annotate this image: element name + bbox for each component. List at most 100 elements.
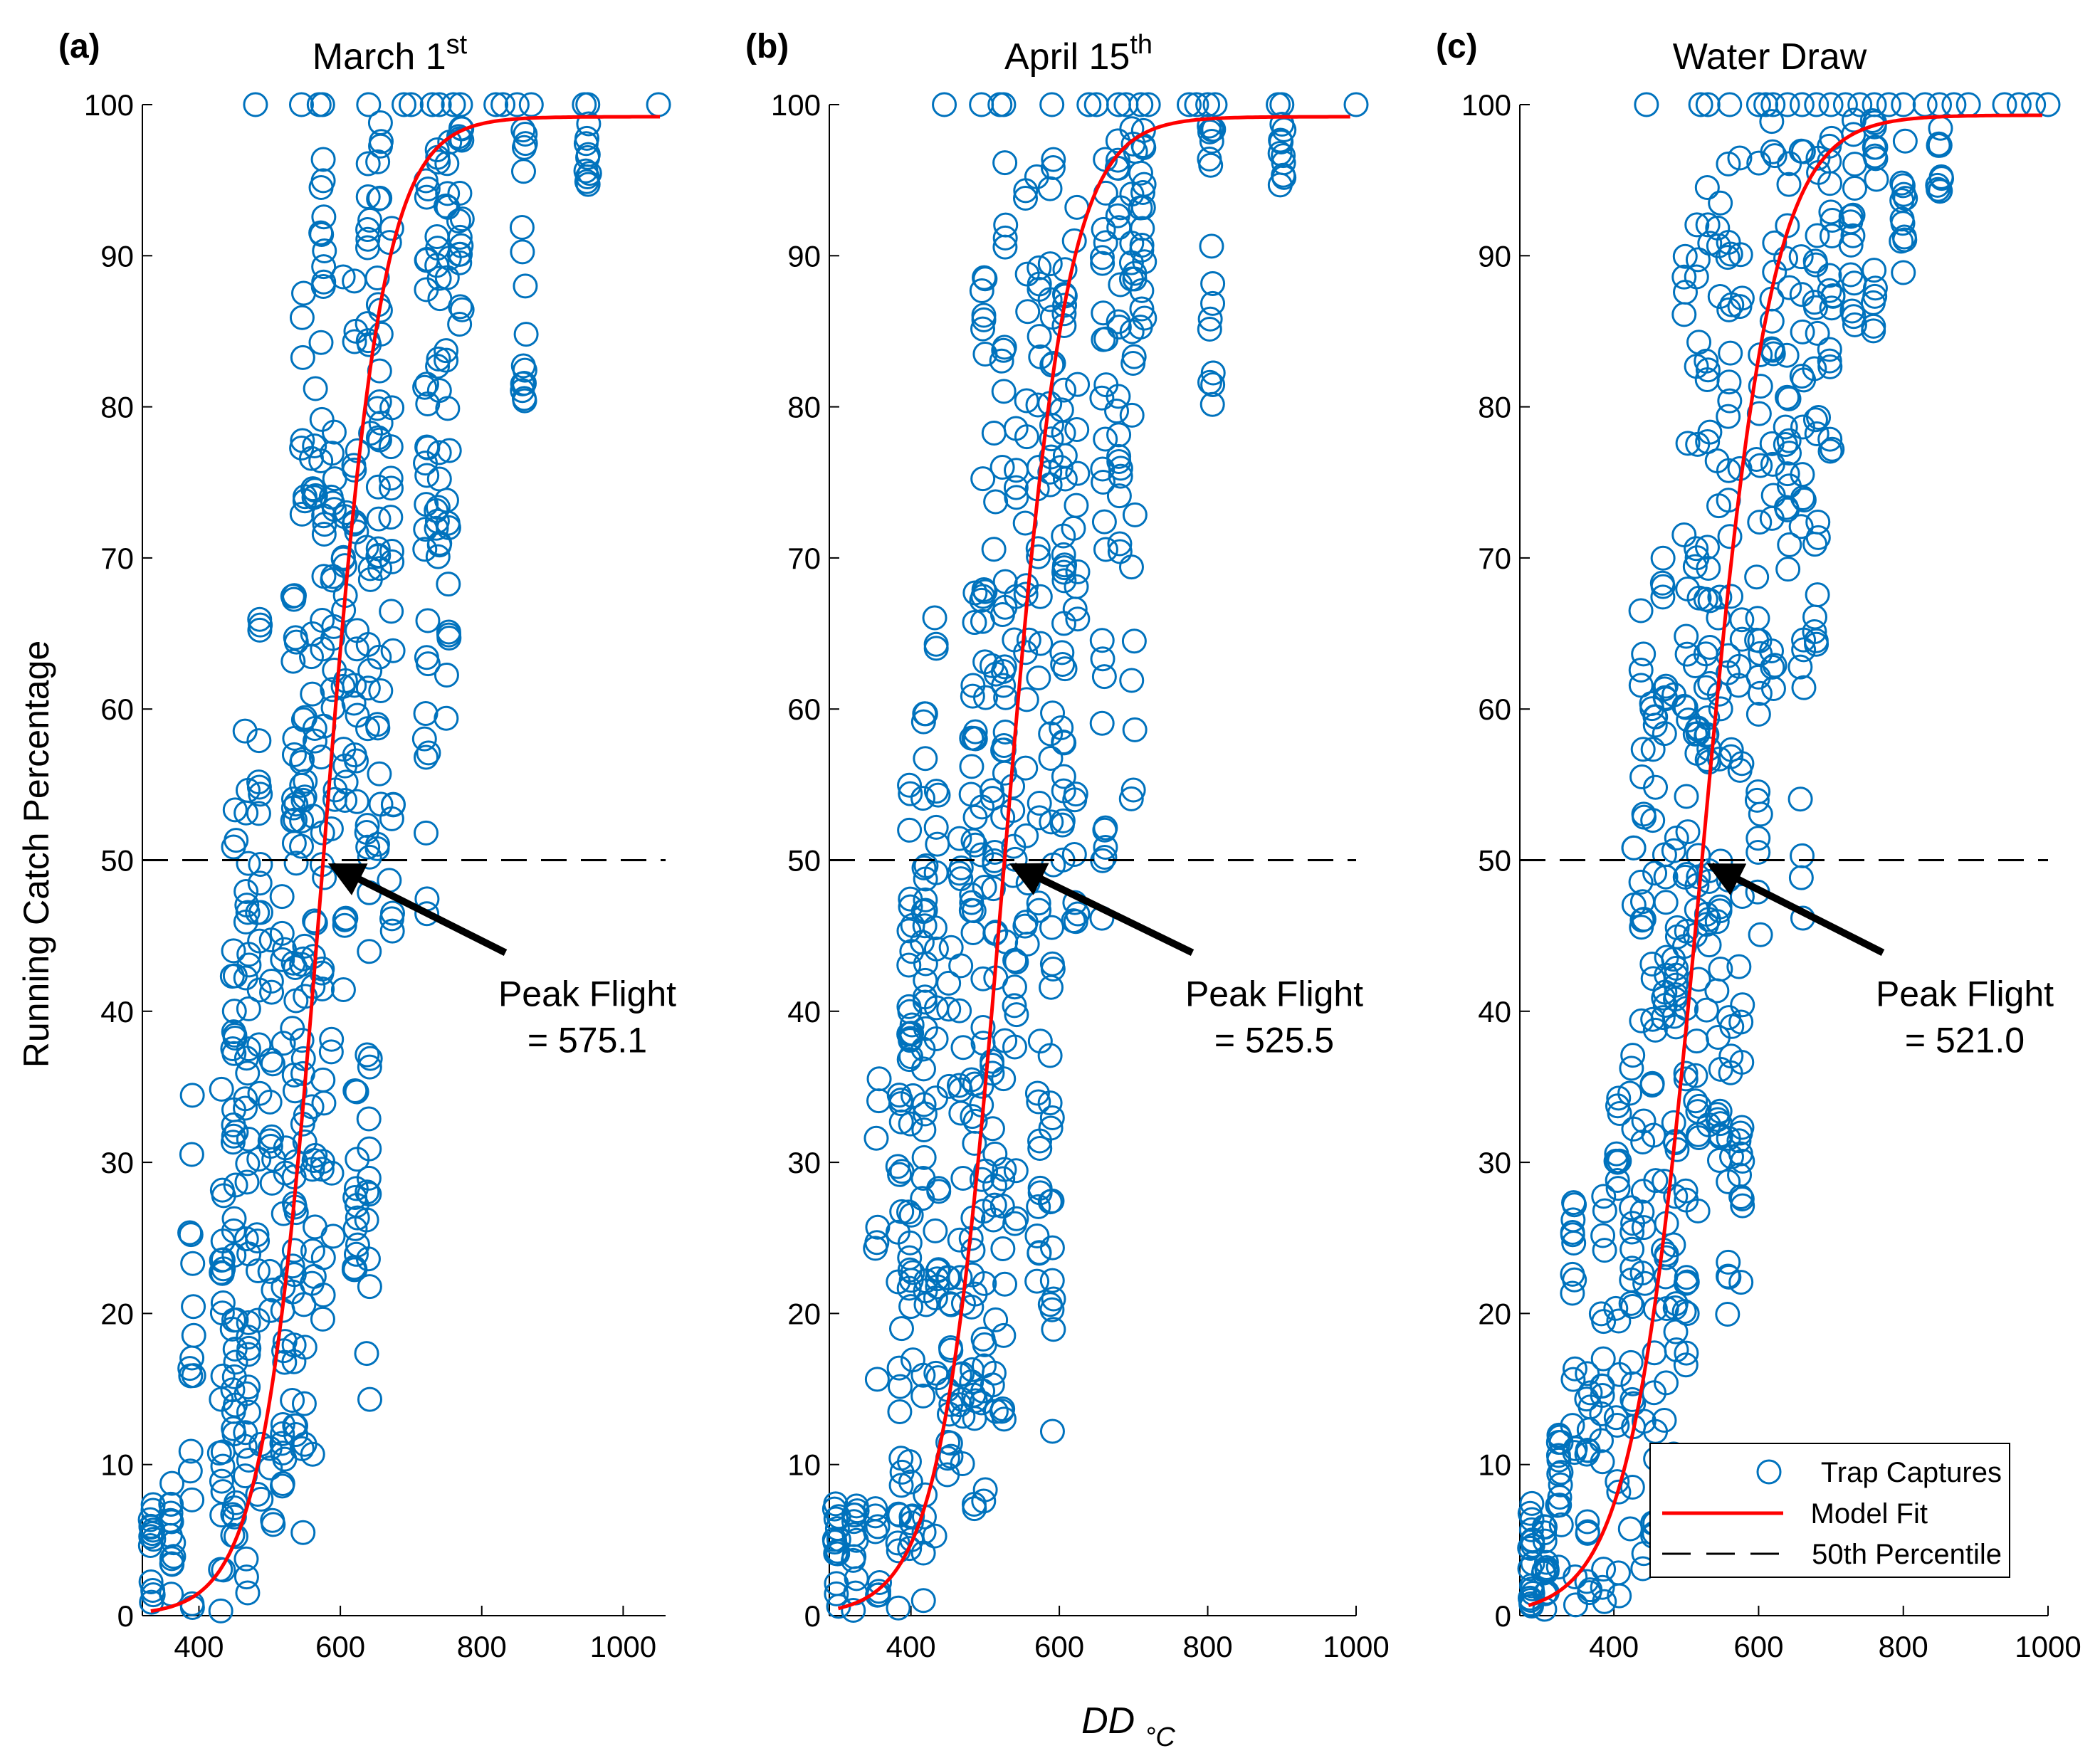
trap-capture-point [1128, 160, 1153, 186]
trap-capture-point [1718, 340, 1743, 366]
trap-capture-point [310, 1306, 335, 1332]
trap-capture-point [1575, 1509, 1600, 1535]
trap-capture-point [140, 1578, 166, 1604]
trap-capture-point [1015, 299, 1041, 325]
trap-capture-point [1675, 819, 1701, 845]
trap-capture-point [1817, 426, 1843, 452]
trap-capture-point [1673, 1352, 1699, 1378]
trap-capture-point [1790, 485, 1815, 510]
trap-capture-point [1268, 127, 1293, 153]
trap-capture-point [910, 1540, 936, 1566]
trap-capture-point [1119, 668, 1145, 693]
trap-capture-point [380, 791, 406, 817]
trap-capture-point [210, 1453, 236, 1479]
trap-capture-point [1619, 1219, 1645, 1245]
x-tick-label-c: 600 [1733, 1630, 1783, 1663]
trap-capture-point [330, 264, 356, 290]
trap-capture-point [248, 612, 273, 638]
trap-capture-point [368, 321, 394, 347]
trap-capture-point [281, 586, 307, 612]
x-tick-label-c: 400 [1589, 1630, 1639, 1663]
y-tick-label-a: 100 [84, 88, 134, 122]
trap-capture-point [922, 915, 947, 941]
trap-capture-point [1592, 1198, 1617, 1223]
trap-capture-point [1130, 216, 1155, 241]
trap-capture-point [983, 920, 1009, 945]
trap-capture-point [981, 1360, 1007, 1386]
trap-capture-point [1760, 92, 1786, 117]
trap-capture-point [247, 870, 273, 896]
trap-capture-point [1052, 552, 1078, 578]
trap-capture-point [364, 836, 390, 861]
trap-capture-point [1684, 264, 1709, 290]
trap-capture-point [1271, 143, 1296, 169]
trap-capture-point [1562, 1356, 1587, 1382]
trap-capture-point [991, 379, 1017, 404]
trap-capture-point [959, 725, 985, 751]
trap-capture-point [1197, 306, 1223, 332]
trap-capture-point [1673, 280, 1699, 305]
trap-capture-point [972, 265, 997, 290]
trap-capture-point [1620, 1371, 1646, 1396]
trap-capture-point [1606, 1085, 1632, 1111]
trap-capture-point [1026, 544, 1051, 569]
trap-capture-point [246, 801, 271, 826]
trap-capture-point [1619, 1474, 1645, 1500]
trap-capture-point [426, 346, 451, 372]
trap-capture-point [947, 1265, 973, 1290]
peak-flight-arrow-a [327, 863, 508, 956]
trap-capture-point [311, 269, 337, 295]
trap-capture-point [844, 1493, 869, 1519]
trap-capture-point [434, 347, 459, 373]
trap-capture-point [138, 1569, 164, 1595]
trap-capture-point [1037, 1189, 1063, 1215]
trap-capture-point [1748, 922, 1773, 947]
trap-capture-point [332, 907, 357, 932]
trap-capture-point [923, 779, 949, 804]
trap-capture-point [1791, 487, 1817, 512]
trap-capture-point [1863, 135, 1889, 160]
trap-capture-point [1039, 951, 1065, 977]
trap-capture-point [1774, 342, 1800, 368]
trap-capture-point [1532, 1528, 1558, 1554]
trap-capture-point [1695, 705, 1721, 730]
trap-capture-point [1108, 463, 1133, 489]
trap-capture-point [343, 1241, 369, 1267]
trap-capture-point [342, 329, 367, 354]
trap-capture-point [1092, 817, 1118, 843]
trap-capture-point [1039, 1419, 1065, 1444]
trap-capture-point [896, 1275, 922, 1301]
trap-capture-point [310, 1282, 336, 1307]
trap-capture-point [159, 1551, 184, 1577]
trap-capture-point [321, 419, 347, 445]
trap-capture-point [1788, 865, 1814, 890]
y-tick-label-a: 30 [100, 1146, 134, 1179]
trap-capture-point [1819, 125, 1844, 151]
trap-capture-point [1065, 559, 1091, 584]
trap-capture-point [1577, 1380, 1603, 1406]
trap-capture-point [280, 1388, 305, 1414]
trap-capture-point [1748, 453, 1773, 478]
trap-capture-point [1546, 1461, 1572, 1487]
trap-capture-point [234, 1169, 260, 1195]
trap-capture-point [960, 683, 985, 709]
trap-capture-point [1002, 974, 1027, 1000]
trap-capture-point [411, 726, 437, 752]
trap-capture-point [1013, 640, 1039, 665]
trap-capture-point [208, 1598, 233, 1623]
trap-capture-point [991, 337, 1017, 363]
trap-capture-point [224, 1307, 249, 1332]
trap-capture-point [969, 278, 994, 304]
peak-flight-label-a: Peak Flight [498, 974, 676, 1014]
trap-capture-point [1776, 386, 1802, 411]
trap-capture-point [979, 653, 1004, 678]
trap-capture-point [969, 587, 994, 613]
trap-capture-point [970, 316, 996, 342]
trap-capture-point [1912, 92, 1938, 117]
trap-capture-point [379, 806, 404, 831]
trap-capture-point [1027, 1028, 1053, 1054]
trap-capture-point [1695, 357, 1721, 383]
trap-capture-point [886, 1355, 912, 1381]
trap-capture-point [885, 1530, 910, 1556]
